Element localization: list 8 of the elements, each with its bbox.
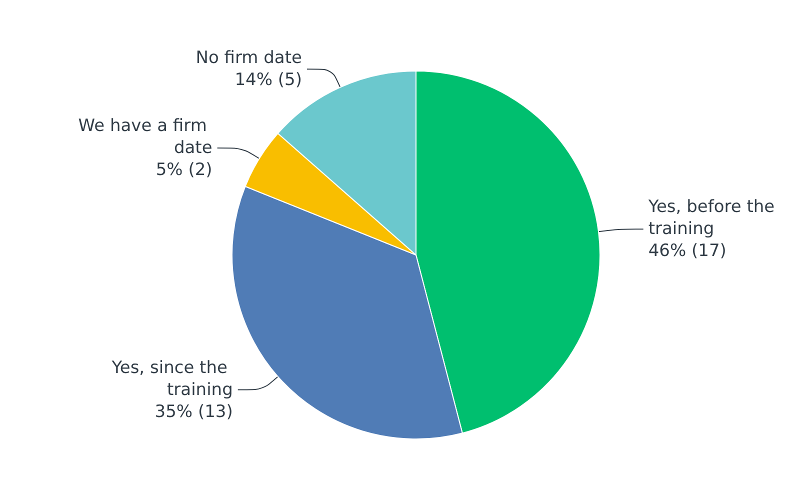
data-label: 5% (2) — [156, 160, 212, 180]
slice-label: We have a firm date — [78, 116, 212, 158]
data-label: 46% (17) — [648, 241, 726, 262]
data-label: 14% (5) — [234, 70, 302, 90]
slice-label: No firm date — [196, 48, 302, 68]
slice-label: Yes, before the training — [647, 197, 780, 240]
data-label: 35% (13) — [154, 402, 233, 422]
slice-label: Yes, since the training — [110, 358, 233, 400]
